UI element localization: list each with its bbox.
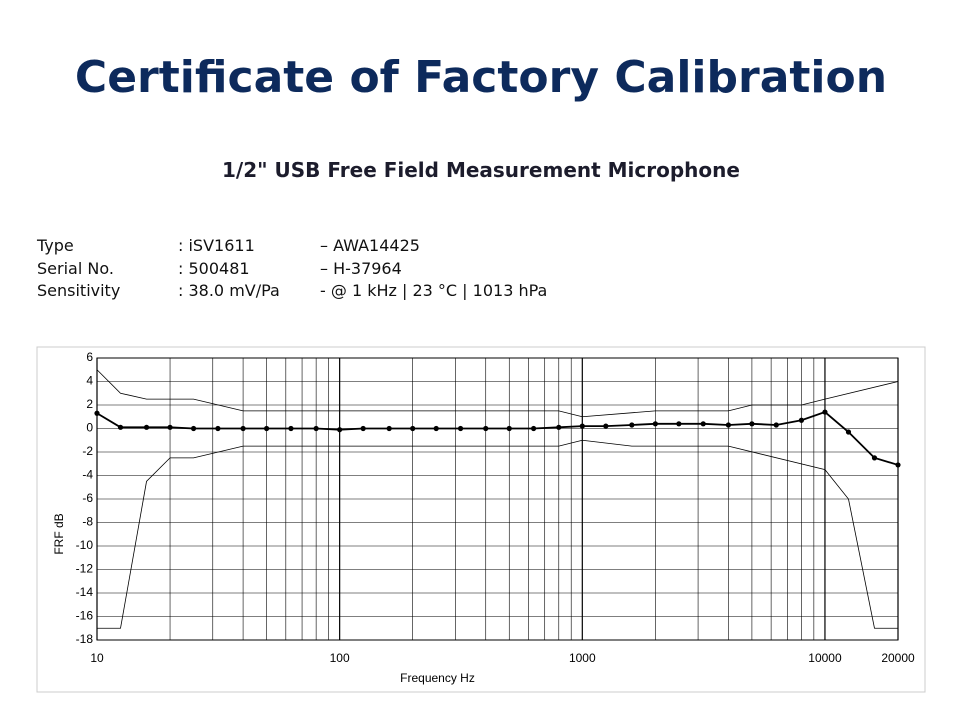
spec-cell: Type: [37, 236, 74, 255]
data-point: [506, 425, 512, 432]
data-point: [652, 421, 658, 427]
data-point: [386, 425, 392, 432]
spec-cell: – H-37964: [320, 258, 402, 278]
x-tick-label: 1000: [569, 651, 596, 665]
y-tick-label: -14: [76, 585, 94, 599]
data-line: [96, 411, 899, 466]
data-point: [629, 422, 635, 428]
data-point: [288, 425, 294, 432]
y-axis-label: FRF dB: [52, 513, 66, 554]
data-point: [749, 421, 755, 427]
y-tick-label: -4: [82, 468, 93, 482]
data-point: [167, 424, 173, 430]
y-tick-label: -12: [76, 562, 94, 576]
y-tick-label: 6: [86, 350, 93, 364]
y-tick-label: -8: [82, 515, 93, 529]
title: Certificate of Factory Calibration: [74, 52, 888, 103]
y-tick-label: -18: [76, 632, 94, 646]
y-tick-label: 0: [86, 421, 93, 435]
data-point: [556, 424, 562, 430]
y-tick-label: -16: [76, 609, 94, 623]
data-point: [117, 424, 124, 430]
y-tick-label: 2: [86, 397, 93, 411]
data-point: [457, 425, 464, 432]
y-tick-label: -6: [82, 491, 93, 505]
data-point: [676, 421, 682, 427]
data-point: [483, 425, 489, 432]
y-tick-label: -10: [76, 538, 94, 552]
data-point: [531, 425, 537, 432]
data-point: [871, 455, 878, 461]
x-tick-label: 100: [330, 651, 350, 665]
x-tick-label: 20000: [881, 651, 915, 665]
data-point: [700, 421, 706, 427]
data-point: [264, 425, 270, 432]
data-point: [337, 427, 343, 433]
data-point: [725, 422, 731, 428]
data-line: [97, 439, 898, 629]
spec-cell: - @ 1 kHz | 23 °C | 1013 hPa: [320, 281, 548, 300]
y-tick-label: -2: [82, 444, 93, 458]
subtitle: 1/2" USB Free Field Measurement Micropho…: [222, 158, 740, 182]
spec-cell: : 500481: [178, 258, 250, 278]
data-point: [360, 425, 366, 432]
spec-cell: Serial No.: [37, 258, 114, 278]
data-point: [773, 422, 779, 428]
y-tick-label: 4: [86, 374, 93, 388]
spec-cell: – AWA14425: [320, 236, 420, 255]
x-axis-label: Frequency Hz: [400, 671, 475, 685]
data-point: [845, 429, 852, 435]
data-point: [895, 462, 901, 468]
data-point: [603, 423, 609, 429]
spec-cell: Sensitivity: [37, 281, 121, 300]
data-point: [798, 417, 805, 423]
data-point: [313, 425, 319, 432]
data-point: [143, 424, 150, 430]
data-point: [94, 410, 100, 416]
x-tick-label: 10000: [808, 651, 842, 665]
data-point: [410, 425, 416, 432]
spec-cell: : iSV1611: [178, 236, 255, 255]
data-point: [240, 425, 246, 432]
x-tick-label: 10: [90, 651, 104, 665]
data-point: [822, 409, 828, 415]
data-line: [96, 369, 899, 418]
data-point: [215, 425, 221, 432]
data-point: [433, 425, 439, 432]
data-point: [190, 425, 197, 432]
data-point: [579, 423, 585, 429]
spec-cell: : 38.0 mV/Pa: [178, 281, 280, 300]
